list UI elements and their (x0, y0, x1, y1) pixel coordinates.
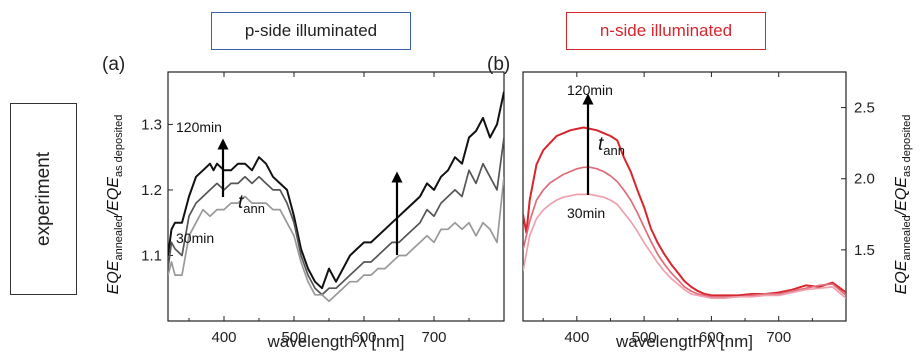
series-line-a-2 (168, 176, 504, 303)
row-label-box: experiment (10, 103, 77, 295)
annotation-bottom-a: 30min (176, 230, 214, 246)
y-axis-label-part-a: /EQE (105, 177, 122, 217)
y-tick-label-a: 1.1 (141, 247, 162, 264)
y-axis-label-part-b: as deposited (901, 115, 913, 177)
y-tick-label-a: 1.3 (141, 116, 162, 133)
x-tick-label-b: 500 (632, 329, 657, 346)
y-axis-label-a: EQEannealed/EQEas deposited (105, 115, 125, 295)
annotation-top-a: 120min (176, 119, 222, 135)
y-tick-label-a: 1.2 (141, 182, 162, 199)
y-axis-label-part-b: annealed (901, 215, 913, 260)
annotation-t-ann-sub-b: ann (603, 143, 625, 158)
annotation-t-ann-a: tann (238, 192, 265, 216)
y-tick-label-b: 2.0 (854, 171, 875, 188)
chart-panel-a: (a) 400 500 600 700 1.1 1.2 1.3 wavelength λ [nm… (102, 54, 505, 351)
x-axis-label-b: wavelength λ [nm] (615, 332, 753, 351)
y-axis-label-part-b: /EQE (893, 177, 910, 217)
panel-b-header: n-side illuminated (599, 21, 733, 40)
x-tick-label-a: 400 (211, 329, 236, 346)
plot-frame-a (167, 71, 505, 322)
y-tick-label-b: 2.5 (854, 100, 875, 117)
plot-frame-b (522, 71, 847, 322)
x-tick-label-a: 700 (421, 329, 446, 346)
series-line-a-0 (168, 91, 504, 290)
annotation-bottom-b: 30min (567, 205, 605, 221)
x-tick-label-b: 700 (766, 329, 791, 346)
y-tick-label-b: 1.5 (854, 242, 875, 259)
y-axis-label-part-a: EQE (105, 260, 122, 294)
chart-panel-b: (b) 400 500 600 700 1.5 2.0 2.5 wavelength λ [nm… (487, 54, 913, 351)
panel-label-b: (b) (487, 54, 510, 75)
x-tick-label-b: 400 (564, 329, 589, 346)
x-tick-label-a: 500 (281, 329, 306, 346)
x-tick-label-b: 600 (699, 329, 724, 346)
annotation-t-ann-sub-a: ann (243, 201, 265, 216)
x-tick-label-a: 600 (351, 329, 376, 346)
series-line-b-2 (523, 193, 846, 300)
x-axis-label-a: wavelength λ [nm] (266, 332, 404, 351)
y-axis-label-part-a: as deposited (113, 115, 125, 177)
y-axis-label-part-a: annealed (113, 215, 125, 260)
y-axis-label-part-b: EQE (893, 260, 910, 294)
series-line-b-1 (523, 166, 846, 298)
panel-a-header: p-side illuminated (244, 21, 378, 40)
annotation-top-b: 120min (567, 82, 613, 98)
y-axis-label-b: EQEannealed/EQEas deposited (893, 115, 913, 295)
panel-b-header-box: n-side illuminated (566, 12, 766, 50)
panel-label-a: (a) (102, 54, 125, 75)
panel-a-header-box: p-side illuminated (211, 12, 411, 50)
series-line-a-1 (168, 137, 504, 296)
